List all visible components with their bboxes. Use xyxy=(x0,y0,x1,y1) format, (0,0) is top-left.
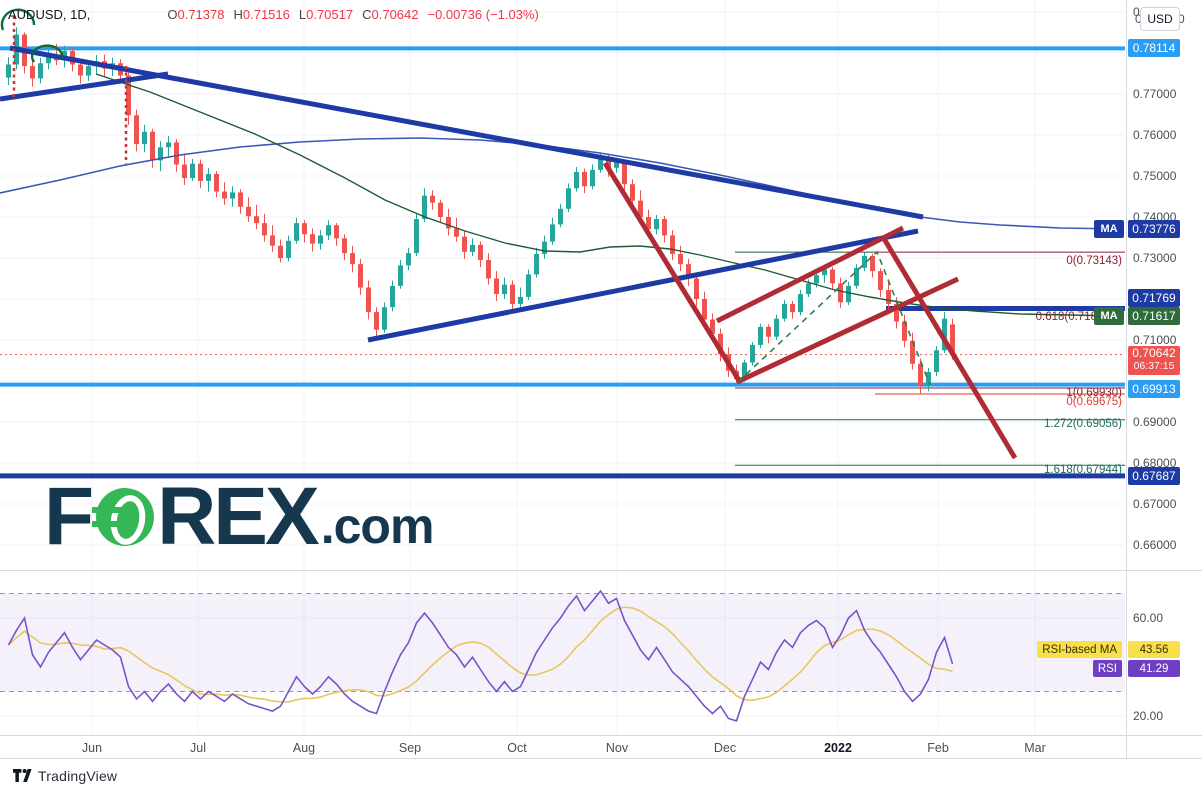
fibonacci-level-label: 0.618(0.718 xyxy=(1035,311,1097,323)
price-axis-tick: 0.76000 xyxy=(1133,128,1177,142)
fibonacci-level-label: 1.618(0.67944) xyxy=(1043,464,1122,476)
price-level-label[interactable]: 0.67687 xyxy=(1128,467,1180,485)
time-axis-tick[interactable]: Nov xyxy=(605,741,629,755)
time-axis-tick[interactable]: Jul xyxy=(190,741,206,755)
price-axis-tick: 0.66000 xyxy=(1133,538,1177,552)
time-axis-tick[interactable]: Mar xyxy=(1024,741,1046,755)
tradingview-brand-text: TradingView xyxy=(38,768,118,784)
rsi-value-label: 41.29 xyxy=(1128,660,1180,677)
logo-dot-com: .com xyxy=(320,498,435,554)
price-axis-tick: 0.75000 xyxy=(1133,169,1177,183)
time-axis-tick[interactable]: Jun xyxy=(81,741,103,755)
ma-value-label: 0.73776 xyxy=(1128,220,1180,238)
rsi-name-label[interactable]: RSI xyxy=(1092,660,1122,677)
rsi-ma-name-label[interactable]: RSI-based MA xyxy=(1037,641,1122,658)
bar-countdown: 06:37:15 xyxy=(1133,360,1175,373)
forex-com-watermark: F REX .com xyxy=(44,471,435,562)
rsi-line xyxy=(7,589,954,722)
covered-tick-suffix: 0 xyxy=(1178,12,1185,26)
ma-value-label: 0.71617 xyxy=(1128,307,1180,325)
current-price-value: 0.70642 xyxy=(1132,346,1176,361)
fibonacci-level-label: 0(0.69675) xyxy=(1066,396,1122,408)
rsi-axis-tick: 20.00 xyxy=(1133,709,1164,723)
ma-tag-label: MA xyxy=(1094,307,1124,325)
ma-tag-label: MA xyxy=(1094,220,1124,238)
current-price-label[interactable]: 0.70642 06:37:15 xyxy=(1128,345,1180,375)
ohlc-values: O0.71378 H0.71516 L0.70517 C0.70642 xyxy=(167,7,419,22)
horizontal-price-lines[interactable] xyxy=(0,46,1125,479)
price-level-label[interactable]: 0.69913 xyxy=(1128,380,1180,398)
time-axis-tick[interactable]: Dec xyxy=(713,741,737,755)
candlesticks[interactable] xyxy=(6,27,955,395)
fibonacci-level-label: 1.272(0.69056) xyxy=(1043,418,1122,430)
rsi-axis-tick: 60.00 xyxy=(1133,611,1164,625)
moving-averages xyxy=(0,73,1123,317)
change-value: −0.00736 (−1.03%) xyxy=(427,7,539,22)
price-level-label[interactable]: 0.71769 xyxy=(1128,289,1180,307)
rsi-indicator[interactable] xyxy=(7,589,954,722)
price-axis-tick: 0.77000 xyxy=(1133,87,1177,101)
price-axis-tick: 0.68000 xyxy=(1133,456,1177,470)
rsi-based-ma-line xyxy=(7,606,953,703)
fibonacci-level-label: 0(0.73143) xyxy=(1066,255,1122,267)
price-axis-tick: 0. xyxy=(1133,5,1144,19)
time-axis-tick[interactable]: Aug xyxy=(292,741,316,755)
symbol-legend: AUDUSD, 1D, O0.71378 H0.71516 L0.70517 C0.70… xyxy=(8,7,539,22)
highlight-circles[interactable] xyxy=(0,8,64,63)
time-axis-tick[interactable]: Oct xyxy=(507,741,527,755)
currency-axis-area: 0. 0 USD xyxy=(1125,0,1202,40)
symbol-title[interactable]: AUDUSD, 1D, xyxy=(8,7,91,22)
fibonacci-level-label: 1(0.69930) xyxy=(1066,387,1122,399)
trendlines[interactable] xyxy=(0,16,1018,460)
logo-letters-rex: REX xyxy=(157,471,320,562)
rsi-overbought-oversold-band xyxy=(0,593,1125,692)
tradingview-attribution[interactable]: TradingView xyxy=(13,768,117,784)
time-axis-tick[interactable]: Feb xyxy=(927,741,949,755)
usd-currency-button[interactable]: USD xyxy=(1140,7,1180,31)
time-axis-tick[interactable]: 2022 xyxy=(824,741,852,755)
tradingview-icon xyxy=(13,769,32,782)
forex-logo-o-icon xyxy=(92,488,155,548)
logo-letter-f: F xyxy=(44,471,94,562)
price-level-label[interactable]: 0.78114 xyxy=(1128,39,1180,57)
price-axis-tick: 0.71000 xyxy=(1133,333,1177,347)
pane-borders xyxy=(0,0,1202,759)
price-axis-tick: 0.73000 xyxy=(1133,251,1177,265)
time-axis-tick[interactable]: Sep xyxy=(398,741,422,755)
price-axis-tick: 0.67000 xyxy=(1133,497,1177,511)
rsi-ma-value-label: 43.56 xyxy=(1128,641,1180,658)
price-axis-tick: 0.69000 xyxy=(1133,415,1177,429)
